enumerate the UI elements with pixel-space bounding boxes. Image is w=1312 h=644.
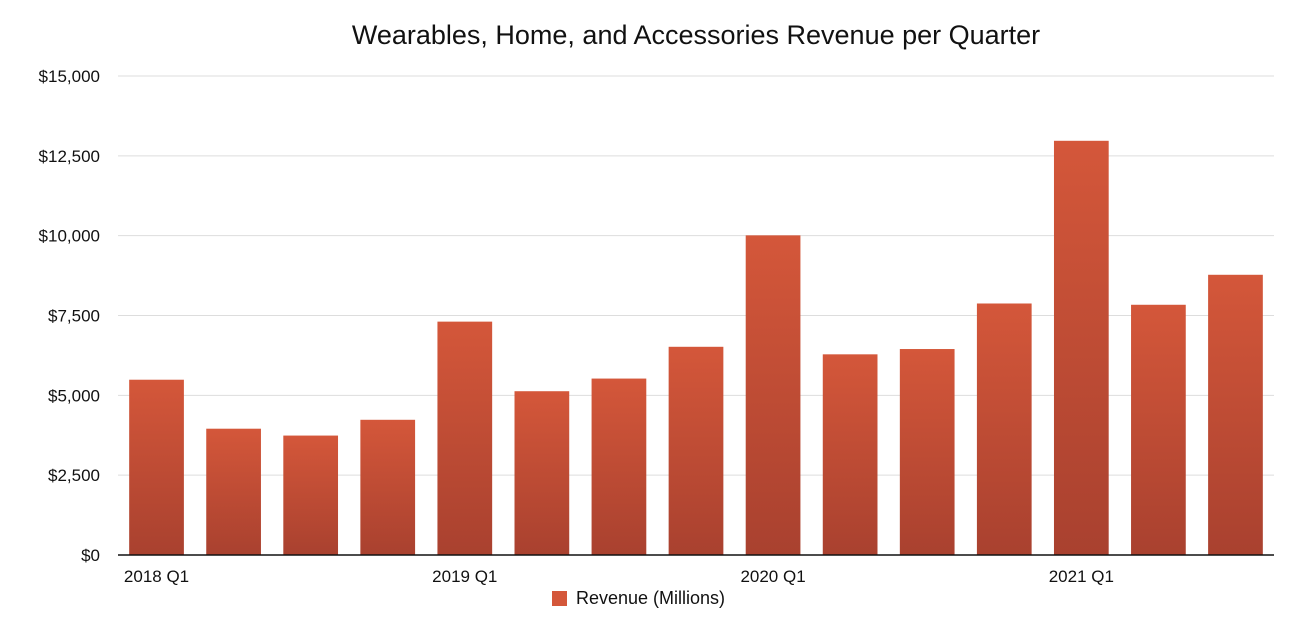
legend: Revenue (Millions) (552, 588, 725, 609)
x-axis-labels: 2018 Q1 2019 Q1 2020 Q1 2021 Q1 (124, 567, 1114, 586)
y-tick-label: $7,500 (48, 307, 100, 326)
bar (283, 435, 339, 555)
bar (1131, 304, 1186, 555)
y-tick-label: $10,000 (39, 227, 100, 246)
y-axis-labels: $0 $2,500 $5,000 $7,500 $10,000 $12,500 $15,00… (39, 67, 100, 565)
bar (514, 391, 570, 555)
legend-label: Revenue (Millions) (576, 588, 726, 608)
x-tick-label: 2018 Q1 (124, 567, 189, 586)
bar (129, 379, 184, 555)
bar (822, 354, 878, 555)
bar (668, 346, 724, 555)
y-tick-label: $15,000 (39, 67, 100, 86)
x-tick-label: 2021 Q1 (1049, 567, 1114, 586)
y-tick-label: $2,500 (48, 466, 100, 485)
chart-title: Wearables, Home, and Accessories Revenue… (351, 20, 1041, 50)
bar (206, 428, 261, 555)
bar (1208, 274, 1263, 555)
x-tick-label: 2019 Q1 (432, 567, 497, 586)
y-tick-label: $0 (81, 546, 100, 565)
bar (1053, 140, 1109, 556)
bar (745, 235, 801, 555)
legend-swatch (552, 591, 567, 606)
bar (437, 321, 493, 555)
bar (976, 303, 1032, 555)
bar (899, 349, 955, 555)
y-tick-label: $12,500 (39, 147, 100, 166)
y-tick-label: $5,000 (48, 386, 100, 405)
bars (129, 140, 1263, 556)
bar (360, 419, 416, 555)
bar (591, 378, 647, 555)
x-tick-label: 2020 Q1 (740, 567, 805, 586)
